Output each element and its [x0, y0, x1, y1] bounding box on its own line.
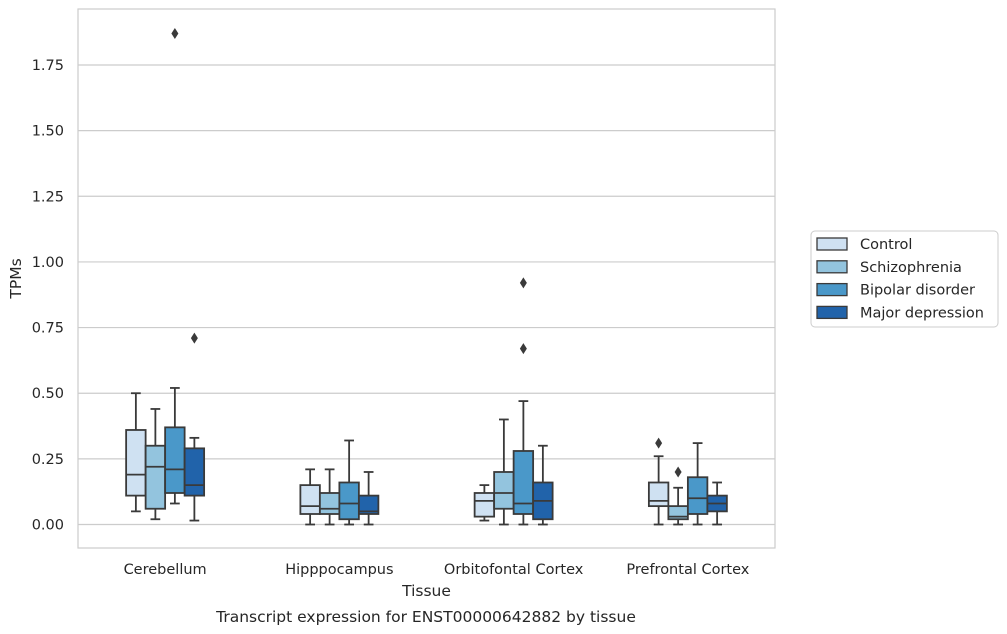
- legend-swatch: [816, 260, 848, 274]
- outlier-point: [655, 437, 663, 449]
- box-plots: [125, 27, 728, 526]
- x-tick-label: Hipppocampus: [285, 562, 393, 578]
- y-tick-label: 1.75: [32, 58, 64, 74]
- x-tick-label: Prefrontal Cortex: [626, 562, 749, 578]
- box-0-2: [164, 27, 186, 505]
- box-2-0: [473, 484, 496, 522]
- legend-label: Schizophrenia: [860, 260, 962, 276]
- box-3-1: [667, 466, 689, 526]
- box-1-1: [318, 468, 341, 526]
- y-tick-label: 0.75: [32, 321, 64, 337]
- y-tick-label: 0.00: [32, 518, 64, 534]
- y-tick-label: 1.50: [32, 124, 64, 140]
- outlier-point: [519, 277, 527, 289]
- y-tick-label: 1.00: [32, 255, 64, 271]
- x-tick-label: Orbitofontal Cortex: [444, 562, 584, 578]
- legend-swatch: [816, 237, 848, 251]
- box-iqr: [512, 450, 535, 515]
- box-0-3: [183, 332, 206, 522]
- outlier-point: [519, 343, 527, 355]
- legend: Control Schizophrenia Bipolar disorder Majo…: [810, 230, 999, 328]
- y-tick-labels: 0.00 0.25 0.50 0.75 1.00 1.25 1.50 1.75: [32, 58, 64, 534]
- box-1-3: [357, 471, 380, 526]
- plot-frame: [77, 8, 776, 549]
- box-0-0: [125, 392, 147, 513]
- outlier-point: [674, 466, 682, 478]
- box-3-3: [706, 481, 728, 526]
- box-iqr: [164, 426, 186, 494]
- box-iqr: [318, 492, 341, 515]
- box-1-2: [338, 439, 360, 526]
- outlier-point: [171, 27, 179, 39]
- box-2-3: [532, 444, 554, 526]
- box-iqr: [647, 481, 670, 508]
- legend-label: Major depression: [860, 305, 984, 321]
- box-3-2: [686, 442, 709, 526]
- box-iqr: [183, 447, 206, 497]
- legend-swatch: [816, 305, 848, 320]
- box-3-0: [647, 437, 670, 526]
- box-iqr: [299, 484, 321, 515]
- box-2-2: [512, 277, 535, 526]
- legend-swatch: [816, 282, 848, 297]
- box-iqr: [493, 471, 515, 510]
- box-iqr: [125, 429, 147, 497]
- box-iqr: [144, 444, 167, 510]
- chart-caption: Transcript expression for ENST0000064288…: [215, 608, 636, 626]
- box-2-1: [493, 418, 515, 526]
- x-tick-label: Cerebellum: [124, 562, 207, 578]
- legend-label: Control: [860, 237, 912, 253]
- box-1-0: [299, 468, 321, 526]
- y-tick-label: 0.50: [32, 386, 64, 402]
- box-iqr: [357, 494, 380, 515]
- box-iqr: [338, 481, 360, 521]
- y-tick-label: 0.25: [32, 452, 64, 468]
- y-axis-label: TPMs: [7, 258, 25, 299]
- x-tick-labels: Cerebellum Hipppocampus Orbitofontal Corte…: [124, 562, 750, 578]
- box-0-1: [144, 408, 167, 521]
- y-tick-label: 1.25: [32, 189, 64, 205]
- box-iqr: [686, 476, 709, 515]
- outlier-point: [190, 332, 198, 344]
- x-axis-label: Tissue: [401, 582, 451, 600]
- legend-label: Bipolar disorder: [860, 283, 975, 299]
- legend-frame: [810, 230, 999, 328]
- box-iqr: [473, 492, 496, 518]
